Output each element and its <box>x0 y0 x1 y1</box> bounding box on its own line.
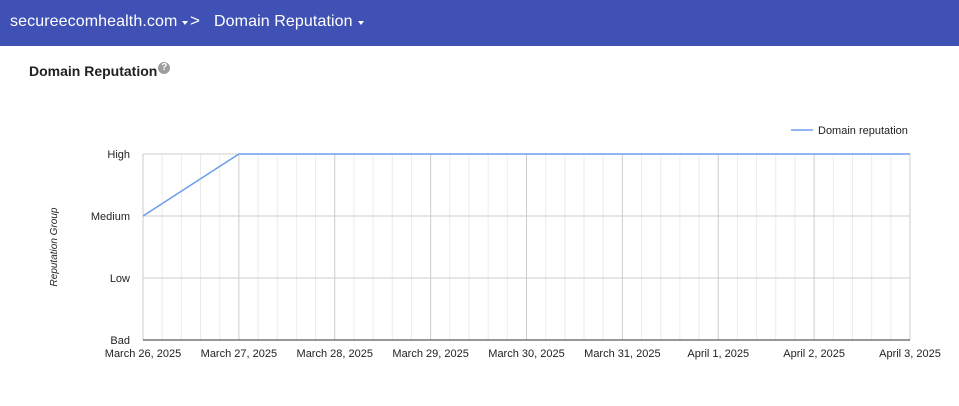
page-selector[interactable]: Domain Reputation <box>214 13 364 31</box>
x-tick-label: April 1, 2025 <box>687 348 749 360</box>
breadcrumb-separator: > <box>190 11 200 31</box>
x-tick-label: March 29, 2025 <box>392 348 468 360</box>
help-icon[interactable]: ? <box>158 62 171 74</box>
x-tick-label: March 26, 2025 <box>105 348 181 360</box>
y-tick-label: High <box>107 149 130 161</box>
y-tick-label: Bad <box>110 335 130 347</box>
x-tick-label: March 28, 2025 <box>297 348 373 360</box>
legend-label: Domain reputation <box>818 125 908 137</box>
domain-selector[interactable]: secureecomhealth.com <box>10 13 189 31</box>
chevron-right-icon: > <box>190 11 201 30</box>
x-tick-label: March 30, 2025 <box>488 348 564 360</box>
caret-down-icon <box>182 20 189 25</box>
y-axis-title: Reputation Group <box>49 207 60 286</box>
x-tick-label: March 27, 2025 <box>201 348 277 360</box>
page-selector-label: Domain Reputation <box>214 13 353 30</box>
x-tick-label: April 2, 2025 <box>783 348 845 360</box>
x-tick-label: April 3, 2025 <box>879 348 941 360</box>
x-tick-label: March 31, 2025 <box>584 348 660 360</box>
caret-down-icon <box>357 20 364 25</box>
y-tick-label: Medium <box>91 211 130 223</box>
top-bar: secureecomhealth.com > Domain Reputation <box>0 0 959 46</box>
domain-selector-label: secureecomhealth.com <box>10 13 178 30</box>
section-header: Domain Reputation ? <box>29 62 171 79</box>
y-tick-label: Low <box>110 273 130 285</box>
page-title: Domain Reputation <box>29 63 158 79</box>
